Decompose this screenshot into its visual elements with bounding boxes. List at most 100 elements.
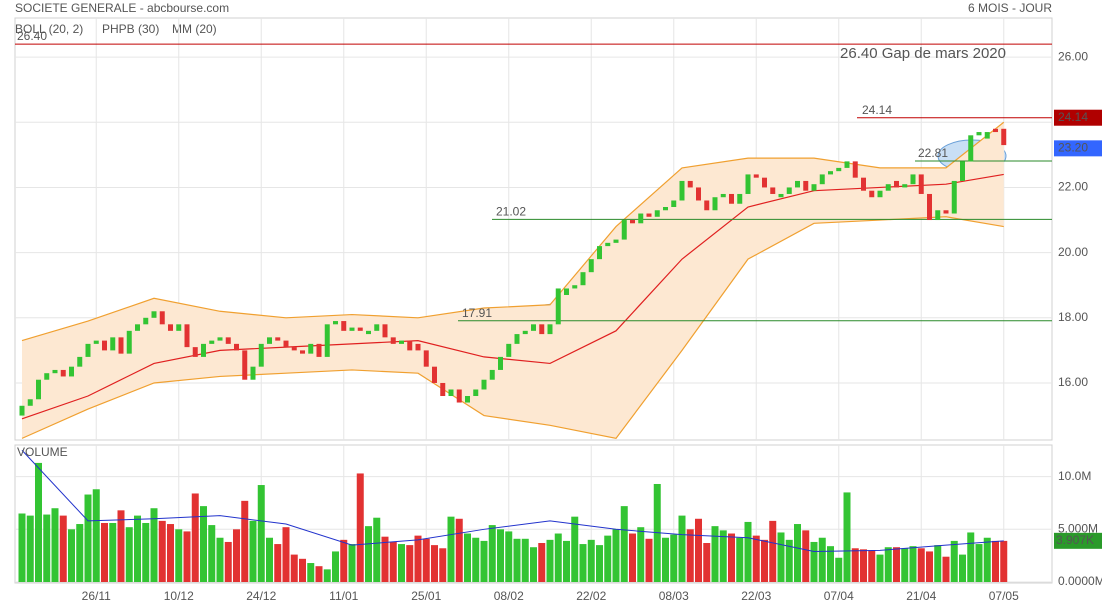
volume-panel [14, 444, 1053, 584]
volume-label: VOLUME [17, 445, 68, 459]
volume-bar [406, 545, 414, 582]
candle [927, 193, 932, 221]
candle [440, 382, 446, 397]
price-tag-label: 23.20 [1058, 141, 1088, 155]
volume-bar [323, 569, 331, 582]
volume-bar [68, 529, 75, 582]
volume-bar [447, 516, 455, 582]
candle [135, 324, 140, 331]
volume-bar [109, 522, 117, 582]
candle [118, 337, 124, 354]
x-tick-label: 24/12 [246, 589, 276, 603]
candle [663, 207, 668, 211]
candle [267, 337, 272, 344]
volume-bar [497, 529, 504, 582]
volume-bar [431, 545, 438, 582]
volume-bar [43, 514, 51, 582]
candle [366, 330, 371, 335]
volume-bar [315, 566, 323, 582]
volume-bar [373, 517, 381, 582]
candle [217, 337, 223, 341]
volume-bar [744, 521, 752, 582]
volume-bar [216, 537, 224, 582]
y-tick-label: 26.00 [1058, 49, 1088, 63]
legend-entry: BOLL (20, 2) [15, 22, 83, 36]
candle [712, 197, 718, 211]
volume-bar [84, 494, 92, 582]
volume-bar [125, 527, 133, 582]
volume-bar [917, 548, 925, 582]
candle [52, 369, 58, 374]
candle [201, 343, 206, 357]
volume-bar [307, 563, 315, 582]
candle [19, 405, 25, 416]
volume-bar [381, 536, 389, 582]
candle [580, 272, 586, 286]
candle [786, 187, 792, 194]
candle [1001, 128, 1007, 146]
volume-bar [480, 540, 488, 582]
volume-bar [777, 532, 785, 582]
volume-bar [728, 533, 735, 582]
volume-bar [983, 537, 991, 582]
candle [943, 210, 949, 214]
volume-bar [719, 530, 727, 582]
candle [192, 347, 198, 357]
candle [151, 311, 157, 318]
volume-bar [818, 537, 826, 582]
x-tick-label: 22/02 [576, 589, 606, 603]
period: 6 MOIS - JOUR [968, 1, 1052, 15]
volume-bar [901, 548, 909, 582]
volume-bar [975, 544, 983, 582]
volume-bar [464, 533, 471, 582]
candle [539, 324, 545, 335]
volume-bar [183, 531, 191, 582]
candle [852, 161, 858, 178]
candle [638, 213, 644, 224]
candle [902, 184, 908, 188]
volume-bar [959, 554, 966, 582]
candle [811, 184, 817, 191]
volume-bar [843, 492, 851, 582]
overlay-line [21, 173, 1004, 420]
candle [448, 389, 454, 397]
volume-bar [835, 557, 843, 582]
y-tick-label: 0.0000M [1058, 574, 1102, 588]
y-tick-label: 5.000M [1058, 521, 1098, 535]
candle [555, 288, 561, 325]
candle [242, 350, 248, 380]
legend-entry: PHPB (30) [102, 22, 159, 36]
x-tick-label: 10/12 [164, 589, 194, 603]
candle [597, 246, 602, 260]
candle [795, 180, 800, 188]
level-label: 24.14 [862, 103, 892, 117]
volume-bar [208, 525, 216, 582]
volume-bar [604, 535, 612, 582]
candle [861, 177, 866, 191]
candle [564, 288, 569, 295]
x-tick-label: 21/04 [906, 589, 936, 603]
candle [93, 340, 99, 344]
volume-bar [398, 544, 405, 582]
candle [687, 180, 693, 188]
price-tag-label: 24.14 [1058, 110, 1088, 124]
candle [951, 180, 957, 214]
candle [547, 324, 553, 335]
volume-bar [35, 462, 42, 582]
chart-title: SOCIETE GENERALE - abcbourse.com [15, 1, 229, 15]
candle [159, 311, 165, 325]
volume-bar [274, 544, 282, 582]
volume-bar [810, 541, 818, 582]
volume-bar [711, 526, 719, 582]
volume-bar [678, 515, 686, 582]
volume-bar [851, 548, 859, 582]
candle [432, 366, 437, 383]
volume-bar [546, 539, 554, 582]
volume-bar [1000, 540, 1008, 582]
volume-bar [142, 522, 150, 582]
volume-bar [356, 473, 364, 582]
volume-bar [422, 538, 430, 582]
volume-bar [884, 547, 892, 582]
y-tick-label: 16.00 [1058, 375, 1088, 389]
level-label: 26.40 [17, 29, 47, 43]
